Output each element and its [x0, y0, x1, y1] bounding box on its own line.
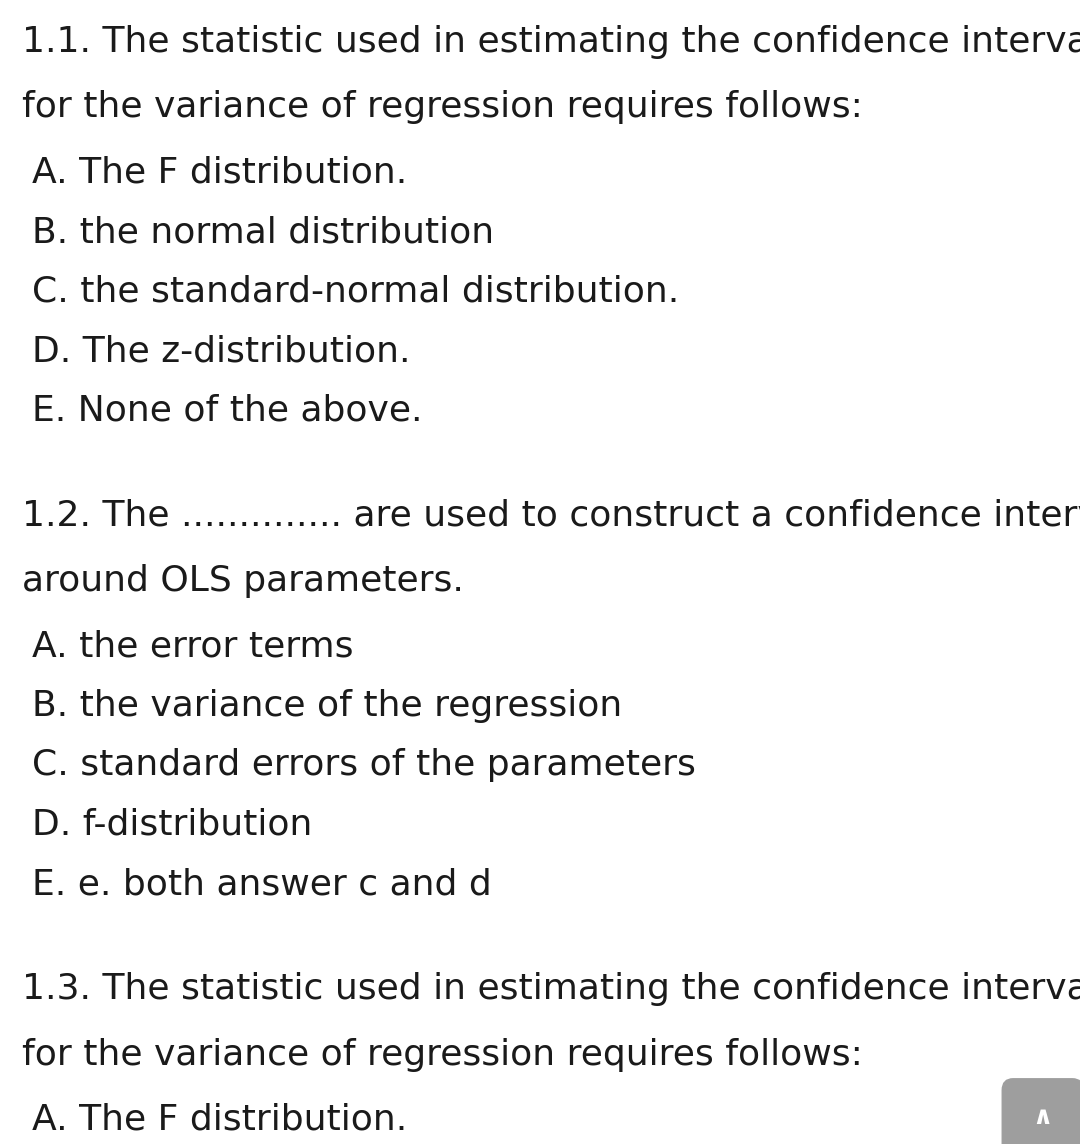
Text: B. the variance of the regression: B. the variance of the regression — [32, 689, 623, 723]
Text: A. The F distribution.: A. The F distribution. — [32, 156, 407, 190]
Text: 1.1. The statistic used in estimating the confidence interval: 1.1. The statistic used in estimating th… — [22, 25, 1080, 59]
Text: D. f-distribution: D. f-distribution — [32, 808, 313, 842]
Text: C. the standard-normal distribution.: C. the standard-normal distribution. — [32, 275, 679, 309]
Text: E. e. both answer c and d: E. e. both answer c and d — [32, 867, 492, 901]
Text: A. The F distribution.: A. The F distribution. — [32, 1103, 407, 1137]
Text: 1.3. The statistic used in estimating the confidence interval: 1.3. The statistic used in estimating th… — [22, 972, 1080, 1007]
Text: E. None of the above.: E. None of the above. — [32, 394, 423, 428]
Text: ∧: ∧ — [1032, 1105, 1053, 1129]
Text: D. The z-distribution.: D. The z-distribution. — [32, 334, 410, 368]
Text: around OLS parameters.: around OLS parameters. — [22, 564, 463, 598]
Text: B. the normal distribution: B. the normal distribution — [32, 215, 495, 249]
FancyBboxPatch shape — [1002, 1079, 1080, 1144]
Text: for the variance of regression requires follows:: for the variance of regression requires … — [22, 1038, 863, 1072]
Text: 1.2. The .............. are used to construct a confidence interval: 1.2. The .............. are used to cons… — [22, 499, 1080, 533]
Text: C. standard errors of the parameters: C. standard errors of the parameters — [32, 748, 697, 782]
Text: A. the error terms: A. the error terms — [32, 629, 354, 664]
Text: for the variance of regression requires follows:: for the variance of regression requires … — [22, 90, 863, 125]
